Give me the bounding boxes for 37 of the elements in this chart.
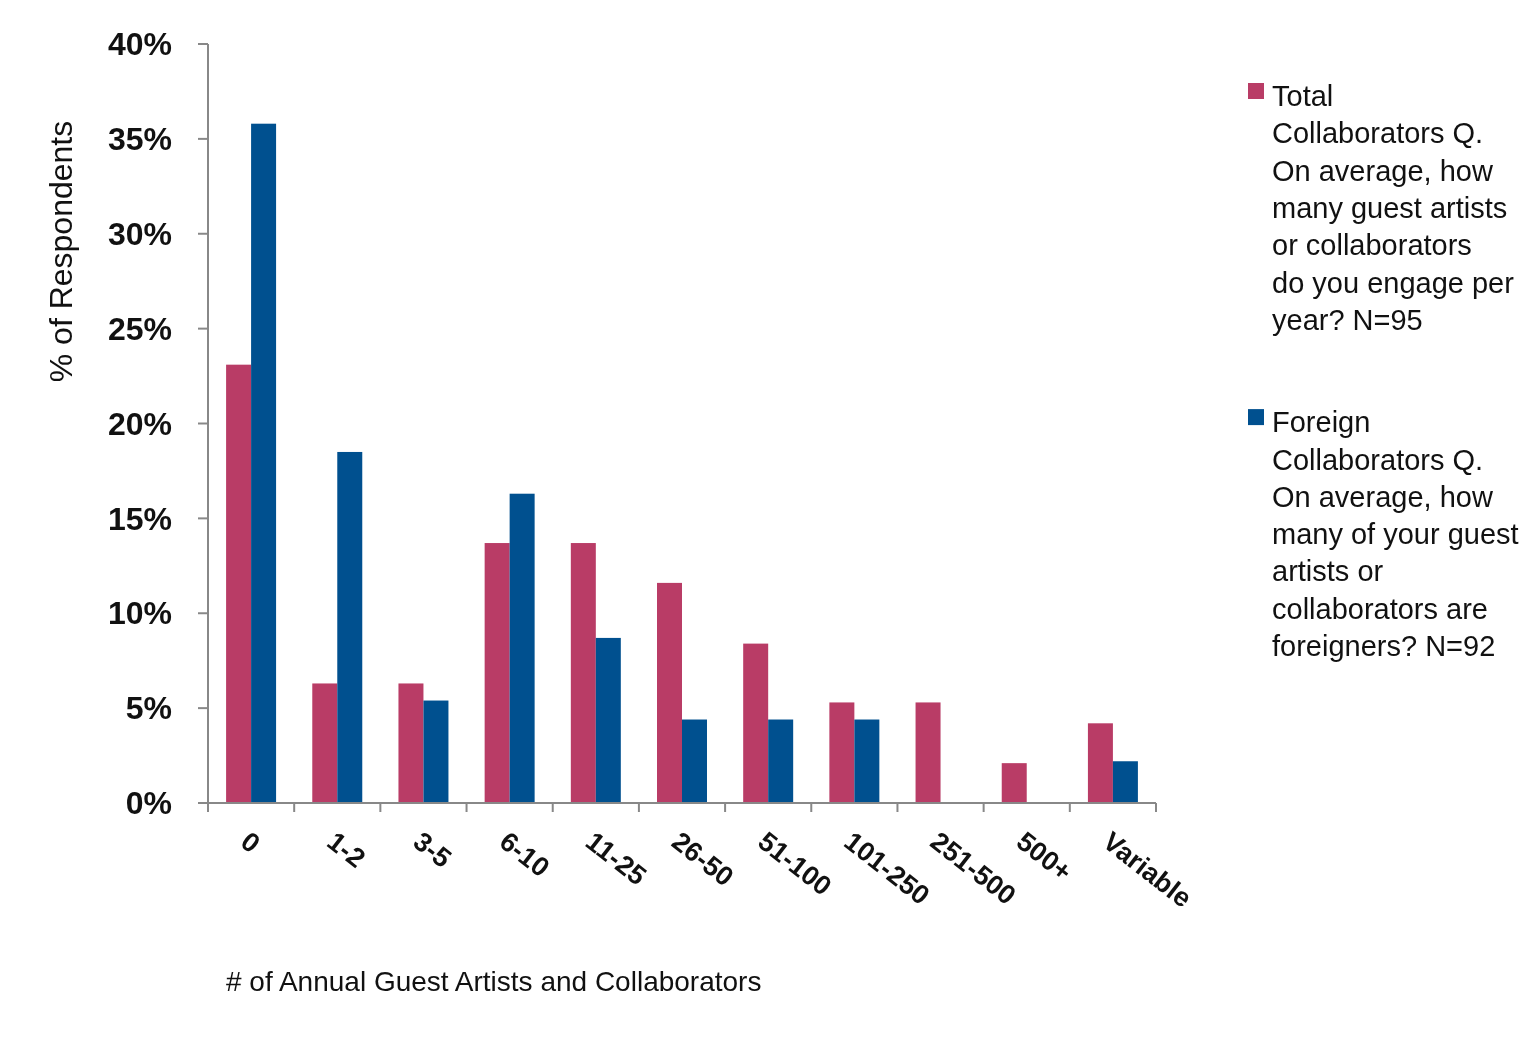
bar <box>595 637 621 803</box>
legend-label: Total Collaborators Q. On average, how many guest artists or collaborators do you engage per year? N=95 <box>1272 80 1515 336</box>
x-tick-label: 3-5 <box>407 826 457 874</box>
bar <box>1001 763 1027 803</box>
bar <box>337 451 363 803</box>
y-tick-label: 40% <box>107 26 172 63</box>
bar <box>829 702 855 803</box>
bar <box>768 719 794 803</box>
y-tick-label: 5% <box>125 690 172 727</box>
x-axis-title: # of Annual Guest Artists and Collaborators <box>226 966 762 997</box>
x-tick-label: 0 <box>235 826 266 859</box>
y-tick-label: 15% <box>107 500 172 537</box>
bar <box>743 643 769 803</box>
bar <box>657 582 682 803</box>
bar <box>682 719 707 803</box>
bar <box>570 543 596 803</box>
y-tick-label: 20% <box>107 405 172 442</box>
bar <box>398 683 424 803</box>
legend-label: Foreign Collaborators Q. On average, how many of your guest artists or collaborators are foreigners? N=92 <box>1272 406 1519 663</box>
bar <box>509 493 535 803</box>
bar <box>484 543 510 803</box>
x-tick-label: 1-2 <box>321 826 371 874</box>
bar <box>226 364 252 803</box>
bar <box>1087 723 1113 803</box>
bar <box>312 683 338 803</box>
y-tick-label: 10% <box>107 595 172 632</box>
bar <box>423 700 449 803</box>
bar <box>915 702 941 803</box>
bar <box>854 719 880 803</box>
y-axis-title: % of Respondents <box>43 120 79 383</box>
x-tick-label: 6-10 <box>493 826 555 883</box>
y-tick-label: 30% <box>107 215 172 252</box>
y-tick-label: 0% <box>125 785 172 822</box>
y-tick-label: 25% <box>107 310 172 347</box>
bar <box>1112 761 1138 803</box>
y-tick-label: 35% <box>107 121 172 158</box>
bar <box>251 123 277 803</box>
